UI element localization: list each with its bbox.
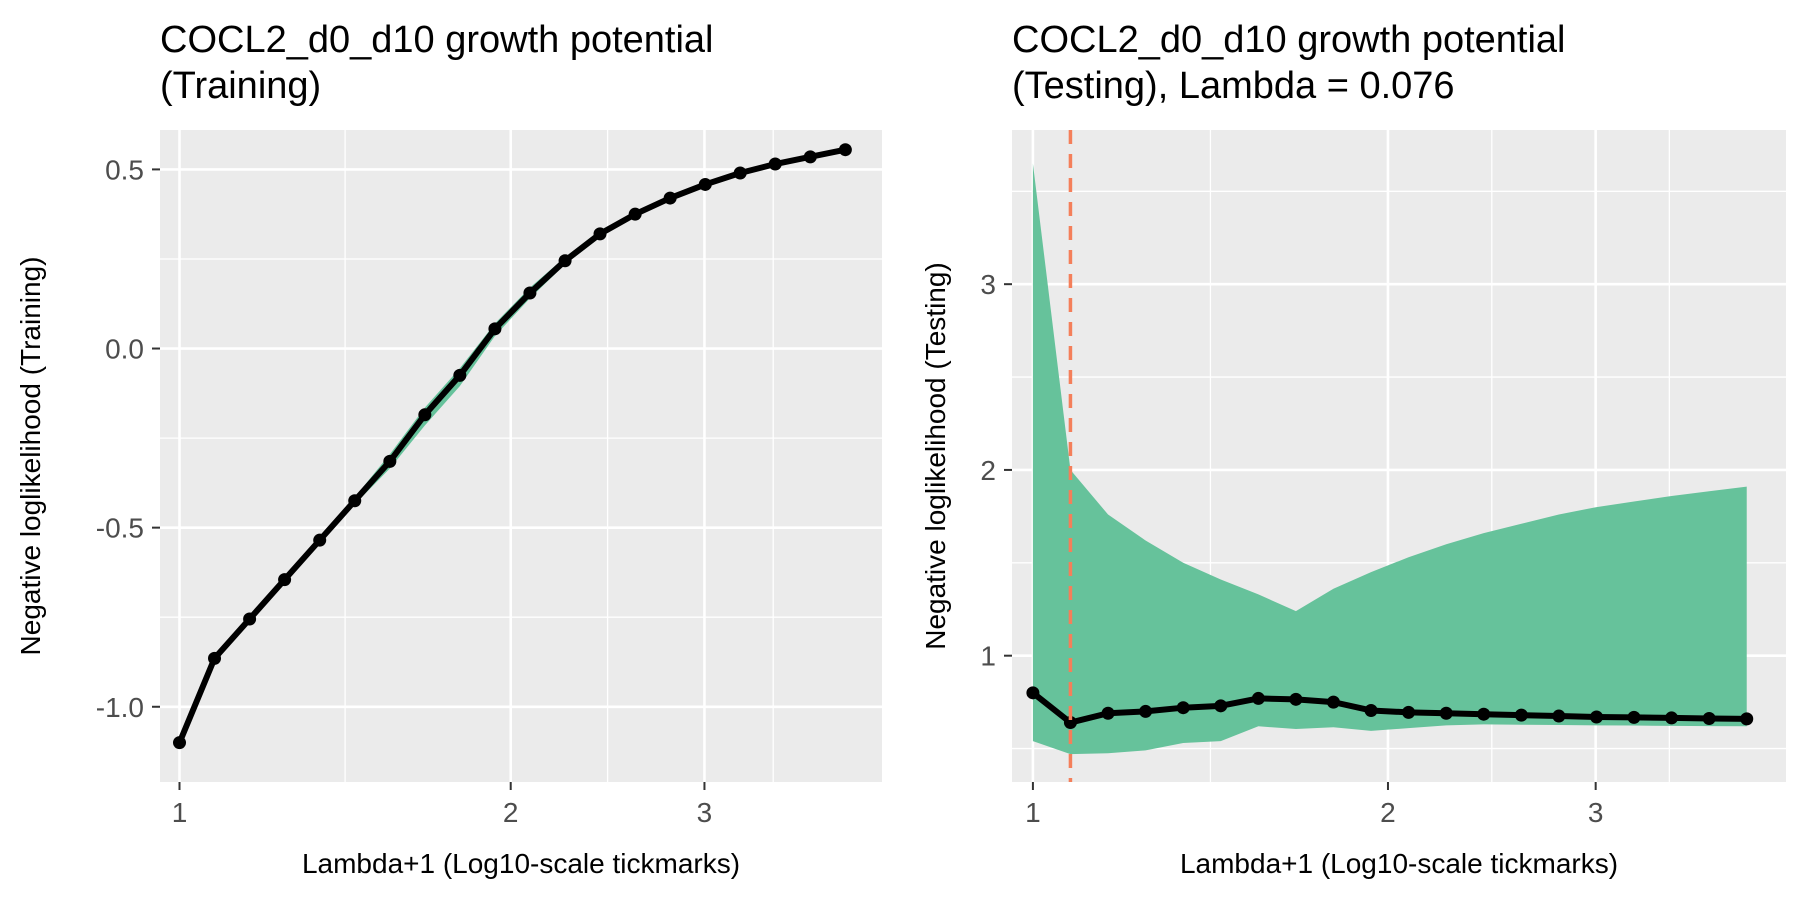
data-point	[1477, 707, 1491, 721]
data-point	[733, 166, 747, 180]
x-tick-label: 3	[1588, 797, 1604, 828]
data-point	[1364, 703, 1378, 717]
data-point	[1026, 686, 1040, 700]
y-axis-title: Negative loglikelihood (Testing)	[920, 262, 951, 650]
y-tick-label: 0.5	[105, 154, 144, 185]
x-tick-label: 1	[172, 797, 188, 828]
data-point	[663, 191, 677, 205]
data-point	[1251, 691, 1265, 705]
x-tick-label: 1	[1025, 797, 1041, 828]
data-point	[1289, 692, 1303, 706]
data-point	[628, 207, 642, 221]
x-tick-label: 3	[697, 797, 713, 828]
data-point	[243, 612, 257, 626]
data-point	[1326, 695, 1340, 709]
data-point	[348, 494, 362, 508]
data-point	[1590, 710, 1604, 724]
data-point	[593, 227, 607, 241]
data-point	[208, 651, 222, 665]
data-point	[278, 573, 292, 587]
data-point	[1439, 706, 1453, 720]
chart-title-line1: COCL2_d0_d10 growth potential	[1012, 19, 1566, 61]
data-point	[418, 408, 432, 422]
y-tick-label: 3	[980, 269, 996, 300]
data-point	[173, 736, 187, 750]
data-point	[1552, 709, 1566, 723]
data-point	[523, 286, 537, 300]
chart-title-line2: (Training)	[160, 65, 321, 107]
x-axis-title: Lambda+1 (Log10-scale tickmarks)	[302, 848, 740, 879]
x-tick-label: 2	[503, 797, 519, 828]
y-tick-label: -1.0	[96, 692, 144, 723]
data-point	[768, 157, 782, 171]
data-point	[1702, 711, 1716, 725]
data-point	[383, 454, 397, 468]
y-tick-label: 2	[980, 455, 996, 486]
data-point	[1740, 712, 1754, 726]
plot-background	[160, 130, 882, 782]
data-point	[1402, 705, 1416, 719]
data-point	[488, 322, 502, 336]
panel-2: 1 2 3 1 2 3 COCL2_d0_d10 growth potential(Test…	[920, 19, 1786, 879]
data-point	[838, 143, 852, 157]
data-point	[1101, 706, 1115, 720]
x-axis-title: Lambda+1 (Log10-scale tickmarks)	[1180, 848, 1618, 879]
data-point	[453, 368, 467, 382]
y-tick-label: -0.5	[96, 513, 144, 544]
y-tick-label: 0.0	[105, 334, 144, 365]
y-tick-label: 1	[980, 641, 996, 672]
chart-title-line1: COCL2_d0_d10 growth potential	[160, 19, 714, 61]
data-point	[803, 150, 817, 164]
data-point	[1139, 704, 1153, 718]
data-point	[1627, 710, 1641, 724]
x-tick-label: 2	[1380, 797, 1396, 828]
data-point	[1214, 699, 1228, 713]
data-point	[1063, 716, 1077, 730]
data-point	[1176, 701, 1190, 715]
confidence-band	[1032, 163, 1747, 755]
data-point	[558, 254, 572, 268]
data-point	[698, 177, 712, 191]
chart-title-line2: (Testing), Lambda = 0.076	[1012, 65, 1455, 107]
data-point	[1514, 708, 1528, 722]
data-point	[1665, 711, 1679, 725]
data-point	[313, 533, 327, 547]
panel-1: 1 2 3 -1.0 -0.5 0.0 0.5 COCL2_d0_d10 growth pot…	[15, 19, 882, 879]
y-axis-title: Negative loglikelihood (Training)	[15, 257, 46, 656]
